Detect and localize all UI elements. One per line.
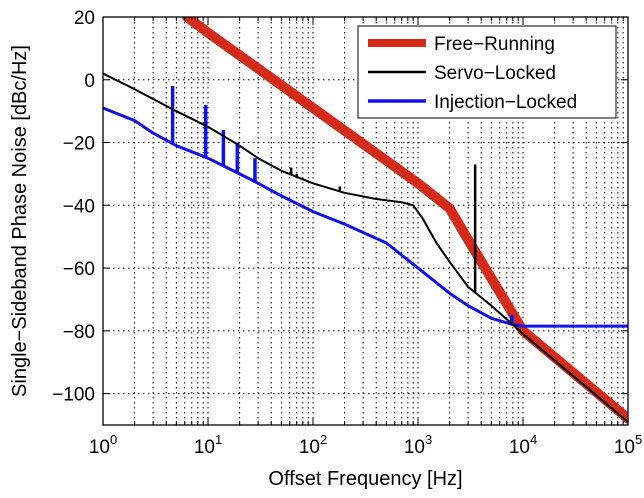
legend-label: Injection−Locked	[434, 92, 577, 113]
tick-marks	[103, 16, 628, 425]
series-layer	[103, 17, 628, 424]
x-tick-label: 104	[509, 432, 537, 458]
x-tick-base: 10	[509, 437, 530, 458]
x-tick-base: 10	[404, 437, 425, 458]
y-tick-labels: 20 0 −20 −40 −60 −80 −100	[52, 8, 95, 406]
x-tick-base: 10	[194, 437, 215, 458]
y-axis-title: Single−Sideband Phase Noise [dBc/Hz]	[9, 45, 31, 397]
y-tick-label: 0	[84, 71, 95, 92]
legend-label: Free−Running	[434, 34, 555, 55]
x-tick-exponent: 2	[320, 432, 327, 447]
x-tick-exponent: 3	[425, 432, 432, 447]
x-tick-base: 10	[299, 437, 320, 458]
y-tick-label: −100	[52, 385, 95, 406]
series-0	[181, 17, 628, 424]
x-tick-exponent: 1	[215, 432, 222, 447]
x-tick-label: 101	[194, 432, 222, 458]
x-tick-label: 103	[404, 432, 432, 458]
series-1	[103, 72, 628, 423]
y-tick-label: −40	[63, 196, 95, 217]
series-2	[103, 86, 628, 328]
y-tick-label: 20	[74, 8, 95, 29]
x-tick-exponent: 0	[110, 432, 117, 447]
series-line	[103, 72, 628, 423]
x-tick-label: 105	[614, 432, 642, 458]
x-tick-labels: 100 101 102 103 104 105	[89, 432, 642, 458]
x-axis-title: Offset Frequency [Hz]	[268, 468, 462, 490]
y-tick-label: −60	[63, 259, 95, 280]
legend-label: Servo−Locked	[434, 63, 556, 84]
x-tick-exponent: 5	[635, 432, 642, 447]
x-tick-label: 102	[299, 432, 327, 458]
series-line	[181, 17, 628, 424]
x-tick-base: 10	[89, 437, 110, 458]
x-tick-base: 10	[614, 437, 635, 458]
plot-frame	[102, 16, 629, 426]
legend: Free−Running Servo−Locked Injection−Locked	[357, 25, 617, 119]
grid	[103, 17, 628, 425]
x-tick-exponent: 4	[530, 432, 537, 447]
y-tick-label: −80	[63, 322, 95, 343]
y-tick-label: −20	[63, 134, 95, 155]
x-tick-label: 100	[89, 432, 117, 458]
